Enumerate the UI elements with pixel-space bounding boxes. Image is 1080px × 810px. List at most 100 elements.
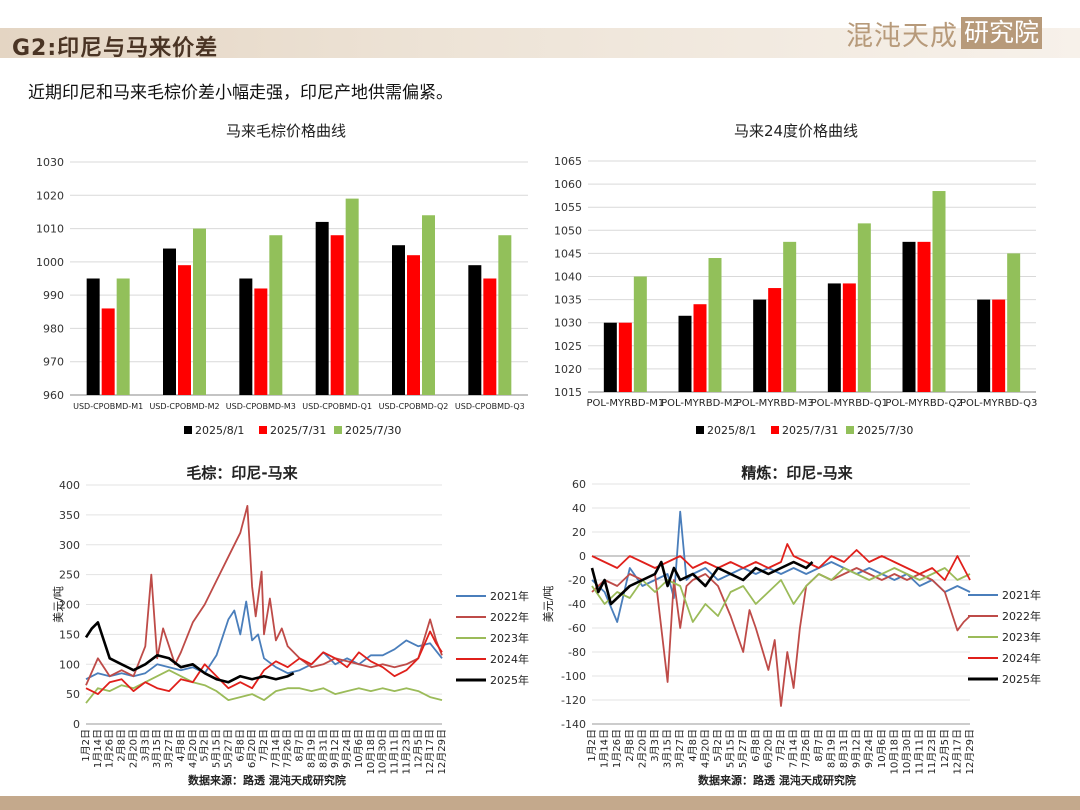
- x-tick-label: 9月24日: [341, 729, 353, 768]
- legend-swatch: [696, 426, 704, 434]
- legend-swatch: [846, 426, 854, 434]
- bar: [86, 278, 100, 395]
- y-tick-label: 100: [59, 658, 80, 671]
- x-category-label: POL-MYRBD-M1: [586, 398, 664, 409]
- x-category-label: USD-CPOBMD-Q3: [455, 402, 525, 411]
- x-tick-label: 6月8日: [750, 729, 762, 762]
- y-tick-label: 1050: [554, 224, 582, 237]
- legend-label: 2021年: [1002, 588, 1041, 602]
- logo-text: 混沌天成: [846, 20, 958, 52]
- x-category-label: USD-CPOBMD-Q2: [379, 402, 449, 411]
- x-tick-label: 7月14日: [270, 729, 282, 768]
- x-tick-label: 1月26日: [104, 729, 116, 768]
- y-tick-label: 1060: [554, 178, 582, 191]
- x-tick-label: 12月5日: [412, 729, 424, 768]
- legend-swatch: [259, 426, 267, 434]
- bar: [498, 235, 512, 395]
- bar: [917, 241, 931, 392]
- x-tick-label: 8月31日: [317, 729, 329, 768]
- y-tick-label: 300: [59, 539, 80, 552]
- source-note: 数据来源：路透 混沌天成研究院: [698, 773, 856, 787]
- legend-swatch: [334, 426, 342, 434]
- x-tick-label: 7月2日: [258, 729, 270, 762]
- x-tick-label: 2月8日: [624, 729, 636, 762]
- bar: [932, 191, 946, 392]
- y-tick-label: 20: [572, 526, 586, 539]
- x-tick-label: 11月23日: [400, 729, 412, 774]
- x-tick-label: 8月31日: [838, 729, 850, 768]
- legend-label: 2023年: [490, 631, 529, 645]
- y-tick-label: 1025: [554, 340, 582, 353]
- y-tick-label: 960: [43, 389, 64, 402]
- legend-label: 2025/8/1: [195, 424, 244, 437]
- bar: [842, 283, 856, 392]
- bar: [315, 221, 329, 395]
- y-tick-label: 400: [59, 479, 80, 492]
- x-tick-label: 3月3日: [649, 729, 661, 762]
- y-tick-label: -100: [561, 670, 586, 683]
- logo-seal: 研究院: [961, 17, 1043, 49]
- x-tick-label: 4月20日: [699, 729, 711, 768]
- x-tick-label: 10月30日: [377, 729, 389, 774]
- x-tick-label: 5月2日: [712, 729, 724, 762]
- x-tick-label: 5月2日: [199, 729, 211, 762]
- bar: [977, 299, 991, 392]
- bar: [407, 255, 420, 395]
- header-band: [0, 28, 1080, 58]
- x-tick-label: 8月7日: [294, 729, 306, 762]
- x-tick-label: 1月2日: [586, 729, 598, 762]
- chart-title: 毛棕：印尼-马来: [186, 464, 298, 482]
- x-category-label: POL-MYRBD-Q2: [885, 398, 962, 409]
- x-tick-label: 12月29日: [436, 729, 448, 774]
- series-line: [85, 600, 443, 681]
- x-tick-label: 2月20日: [127, 729, 139, 768]
- x-tick-label: 10月6日: [876, 729, 888, 768]
- y-tick-label: -80: [568, 646, 586, 659]
- line-chart-crude-spread: 毛棕：印尼-马来 0 50 100 150 200 250 300 350 400 美元/吨 1月2日…: [20, 458, 540, 790]
- x-tick-label: 3月15日: [662, 729, 674, 768]
- series-line: [84, 621, 295, 684]
- x-category-label: POL-MYRBD-M3: [736, 398, 814, 409]
- x-tick-label: 10月18日: [888, 729, 900, 774]
- legend-label: 2022年: [490, 610, 529, 624]
- legend-label: 2025/7/31: [782, 424, 838, 437]
- y-tick-label: 150: [59, 628, 80, 641]
- legend-label: 2025/7/30: [345, 424, 401, 437]
- x-tick-label: 1月2日: [80, 729, 92, 762]
- bar: [768, 288, 782, 392]
- y-tick-label: 200: [59, 599, 80, 612]
- y-tick-label: -120: [561, 694, 586, 707]
- page-subtitle: 近期印尼和马来毛棕价差小幅走强，印尼产地供需偏紧。: [28, 83, 453, 103]
- x-tick-label: 7月14日: [788, 729, 800, 768]
- bar: [857, 223, 871, 392]
- legend-label: 2021年: [490, 589, 529, 603]
- y-tick-label: 1035: [554, 294, 582, 307]
- bar: [992, 299, 1006, 392]
- y-tick-label: 970: [43, 356, 64, 369]
- x-tick-label: 3月15日: [151, 729, 163, 768]
- x-tick-label: 8月19日: [825, 729, 837, 768]
- x-tick-label: 5月15日: [725, 729, 737, 768]
- bar: [633, 276, 647, 392]
- chart-title: 马来毛棕价格曲线: [226, 122, 346, 140]
- bar: [618, 322, 632, 392]
- x-tick-label: 12月17日: [424, 729, 436, 774]
- x-tick-label: 10月6日: [353, 729, 365, 768]
- line-chart-refined-spread: 精炼：印尼-马来 -140 -120 -100 -80 -60 -40 -20 0 20 40 60 美…: [540, 458, 1080, 790]
- y-tick-label: 1015: [554, 386, 582, 399]
- legend-label: 2025年: [1002, 672, 1041, 686]
- x-tick-label: 3月27日: [674, 729, 686, 768]
- chart-svg: 精炼：印尼-马来 -140 -120 -100 -80 -60 -40 -20 0 20 40 60 美…: [542, 464, 1041, 787]
- bar: [1007, 253, 1021, 392]
- series-line: [85, 505, 443, 686]
- bar: [269, 235, 283, 395]
- x-category-label: POL-MYRBD-M2: [661, 398, 739, 409]
- bar: [483, 278, 497, 395]
- y-tick-label: 1030: [36, 156, 64, 169]
- page-title: G2:印尼与马来价差: [12, 36, 219, 61]
- y-tick-label: 980: [43, 322, 64, 335]
- series-line: [591, 543, 971, 581]
- y-tick-label: 60: [572, 478, 586, 491]
- x-tick-label: 12月17日: [951, 729, 963, 774]
- bar: [254, 288, 268, 395]
